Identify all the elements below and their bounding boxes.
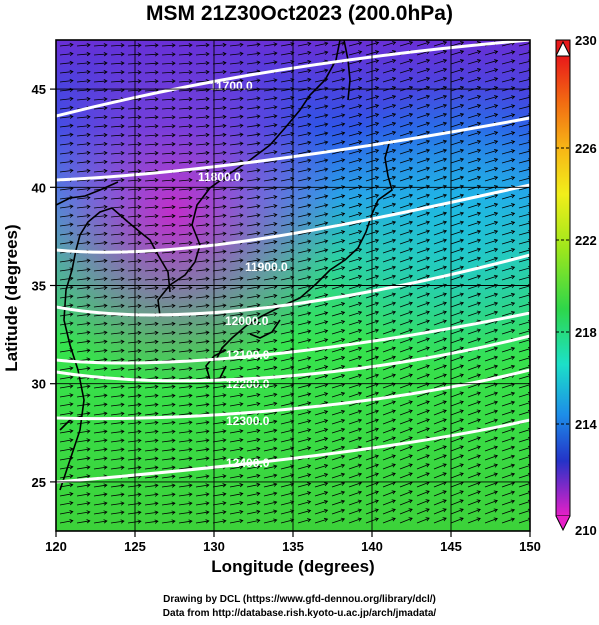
colorbar-tick-label: 226 [575, 141, 597, 156]
y-tick-label: 40 [32, 180, 46, 195]
colorbar-tick-label: 230 [575, 33, 597, 48]
x-tick-label: 140 [361, 539, 383, 554]
credit-drawing: Drawing by DCL (https://www.gfd-dennou.o… [163, 594, 436, 605]
colorbar-tick-label: 218 [575, 325, 597, 340]
contour-label-12400: 12400.0 [226, 456, 270, 470]
colorbar-scale [555, 55, 571, 517]
colorbar-tick-label: 222 [575, 233, 597, 248]
y-axis-ticks: 25 30 35 40 45 [32, 82, 56, 490]
wind-vectors [59, 40, 530, 524]
x-tick-label: 125 [124, 539, 146, 554]
colorbar-top-arrow [555, 39, 571, 57]
contour-label-12100: 12100.0 [226, 348, 270, 362]
x-tick-label: 120 [45, 539, 67, 554]
x-axis-ticks: 120 125 130 135 140 145 150 [45, 531, 541, 554]
colorbar-tick-label: 210 [575, 523, 597, 538]
contour-label-12300: 12300.0 [226, 414, 270, 428]
y-tick-label: 25 [32, 475, 46, 490]
x-tick-label: 150 [519, 539, 541, 554]
colorbar: 210 214 218 222 226 230 [555, 33, 597, 538]
x-tick-label: 135 [282, 539, 304, 554]
y-axis-label: Latitude (degrees) [2, 224, 21, 372]
map-title: MSM 21Z30Oct2023 (200.0hPa) [146, 2, 453, 25]
y-tick-label: 45 [32, 82, 46, 97]
x-tick-label: 145 [440, 539, 462, 554]
graticule [56, 40, 530, 531]
x-tick-label: 130 [203, 539, 225, 554]
contour-label-11900: 11900.0 [245, 260, 288, 274]
x-axis-label: Longitude (degrees) [211, 557, 375, 576]
contour-label-12000: 12000.0 [225, 314, 269, 328]
credit-data: Data from http://database.rish.kyoto-u.a… [162, 608, 437, 619]
y-tick-label: 30 [32, 377, 46, 392]
colorbar-bottom-arrow [555, 515, 571, 532]
y-tick-label: 35 [32, 279, 46, 294]
colorbar-tick-label: 214 [575, 417, 597, 432]
contour-label-11700: 11700.0 [210, 79, 253, 93]
contour-label-11800: 11800.0 [198, 170, 241, 184]
